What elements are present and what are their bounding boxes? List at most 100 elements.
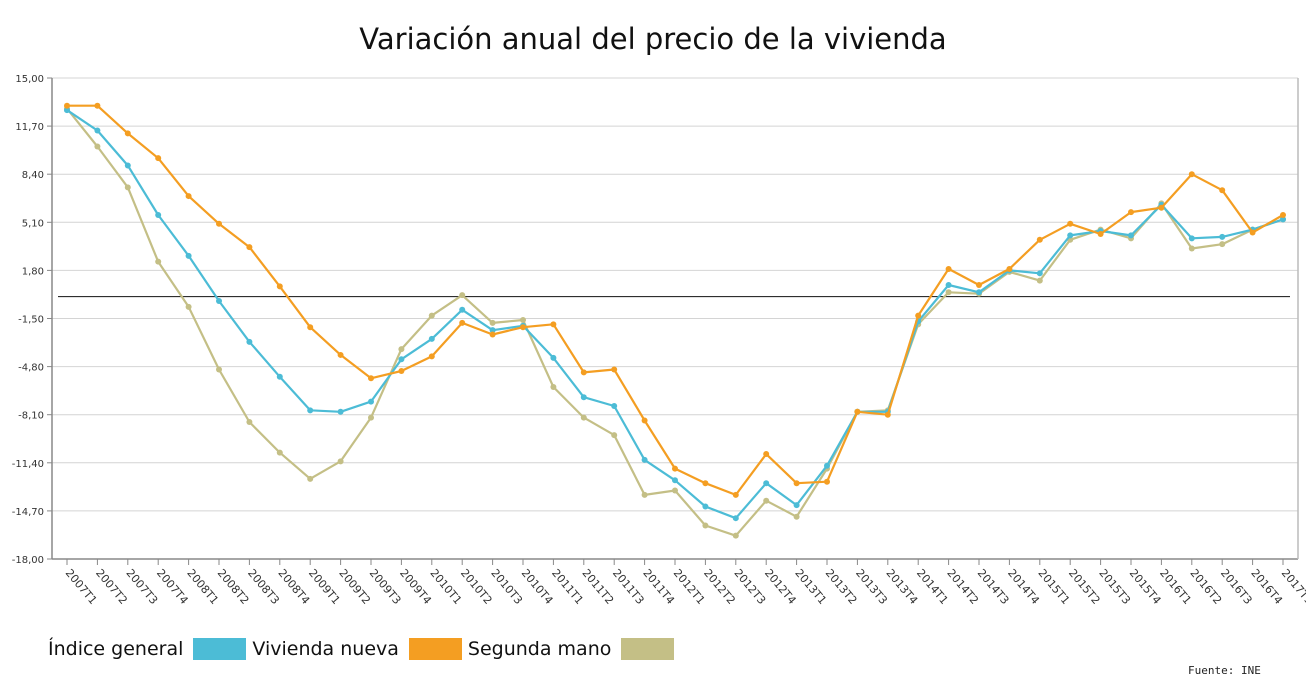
data-point — [672, 477, 678, 484]
data-point — [732, 532, 739, 539]
x-tick-label: 2015T3 — [1096, 567, 1133, 607]
data-point — [64, 102, 70, 109]
x-tick-label: 2015T4 — [1127, 567, 1164, 607]
data-point — [854, 408, 861, 415]
data-point — [763, 497, 770, 504]
data-point — [64, 107, 70, 114]
data-point — [1280, 212, 1286, 219]
series-2 — [64, 105, 1286, 539]
x-tick-label: 2013T1 — [792, 567, 829, 607]
line-chart: 15,00 11,70 8,40 5,10 1,80 -1,50 -4,80 -8,10 -11… — [12, 74, 1306, 607]
data-point — [185, 252, 192, 259]
x-tick-label: 2011T1 — [549, 567, 586, 607]
series-0 — [64, 107, 1286, 522]
data-point — [520, 316, 526, 323]
data-point — [124, 184, 131, 191]
x-tick-label: 2009T3 — [367, 567, 404, 607]
x-tick-label: 2015T2 — [1066, 567, 1103, 607]
x-tick-label: 2012T3 — [732, 567, 769, 607]
data-point — [672, 465, 678, 472]
x-tick-label: 2011T4 — [640, 567, 677, 607]
data-point — [732, 491, 739, 498]
x-tick-label: 2010T4 — [519, 567, 556, 607]
data-point — [915, 312, 922, 319]
data-point — [398, 346, 405, 353]
data-point — [276, 283, 283, 290]
x-tick-label: 2017T1 — [1279, 567, 1306, 607]
data-point — [672, 487, 678, 494]
x-tick-label: 2012T2 — [701, 567, 738, 607]
x-tick-label: 2014T3 — [975, 567, 1012, 607]
data-point — [641, 417, 648, 424]
data-point — [702, 503, 709, 510]
data-point — [94, 127, 101, 134]
data-point — [124, 162, 131, 169]
x-tick-label: 2016T4 — [1248, 567, 1285, 607]
data-point — [459, 292, 466, 299]
x-tick-label: 2009T1 — [306, 567, 343, 607]
legend-swatch-2 — [621, 638, 675, 660]
data-point — [580, 369, 587, 376]
legend-label-0: Índice general — [48, 638, 184, 660]
y-tick-label: -1,50 — [18, 315, 44, 326]
data-point — [550, 384, 557, 391]
series-line — [66, 109, 1284, 520]
data-point — [155, 258, 162, 265]
y-tick-label: -11,40 — [12, 459, 44, 470]
x-tick-label: 2012T1 — [671, 567, 708, 607]
data-point — [611, 402, 618, 409]
data-point — [368, 375, 374, 382]
chart-title: Variación anual del precio de la viviend… — [359, 22, 947, 56]
data-point — [1219, 233, 1226, 240]
legend-swatch-0 — [193, 638, 247, 660]
data-point — [398, 367, 405, 374]
data-point — [1128, 232, 1134, 239]
y-tick-label: 1,80 — [22, 266, 44, 277]
y-tick-label: -4,80 — [18, 363, 44, 374]
x-tick-label: 2010T1 — [428, 567, 465, 607]
data-point — [185, 303, 192, 310]
data-point — [337, 408, 344, 415]
data-point — [185, 193, 192, 200]
legend: Índice general Vivienda nueva Segunda ma… — [48, 636, 680, 662]
data-point — [732, 515, 739, 522]
data-point — [550, 354, 557, 361]
data-point — [1188, 171, 1195, 178]
series-1 — [64, 102, 1286, 498]
data-point — [824, 462, 830, 469]
y-tick-label: -14,70 — [12, 507, 44, 518]
data-point — [945, 265, 952, 272]
data-point — [94, 102, 101, 109]
x-tick-label: 2007T4 — [154, 567, 191, 607]
data-point — [793, 480, 800, 487]
y-tick-label: 11,70 — [15, 122, 44, 133]
x-tick-label: 2009T4 — [397, 567, 434, 607]
x-tick-label: 2012T4 — [762, 567, 799, 607]
data-point — [489, 319, 496, 326]
x-tick-label: 2011T2 — [580, 567, 617, 607]
data-point — [550, 321, 557, 328]
source-note: Fuente: INE — [1188, 664, 1261, 677]
x-tick-label: 2008T2 — [215, 567, 252, 607]
x-axis-ticks: 2007T12007T22007T32007T42008T12008T22008… — [63, 559, 1306, 607]
y-tick-label: 15,00 — [15, 74, 44, 85]
data-point — [398, 356, 405, 363]
x-tick-label: 2007T3 — [124, 567, 161, 607]
x-tick-label: 2016T2 — [1188, 567, 1225, 607]
x-tick-label: 2010T2 — [458, 567, 495, 607]
data-point — [1158, 204, 1165, 211]
data-point — [1249, 229, 1256, 236]
data-point — [1219, 187, 1226, 194]
data-point — [945, 281, 952, 288]
x-tick-label: 2010T3 — [488, 567, 525, 607]
data-point — [337, 351, 344, 358]
data-point — [793, 502, 800, 509]
y-tick-label: -18,00 — [12, 555, 44, 566]
data-point — [368, 398, 374, 405]
x-tick-label: 2011T3 — [610, 567, 647, 607]
x-tick-label: 2013T3 — [853, 567, 890, 607]
data-point — [459, 306, 466, 313]
data-point — [124, 130, 131, 137]
data-point — [1280, 216, 1286, 223]
data-point — [611, 366, 618, 373]
